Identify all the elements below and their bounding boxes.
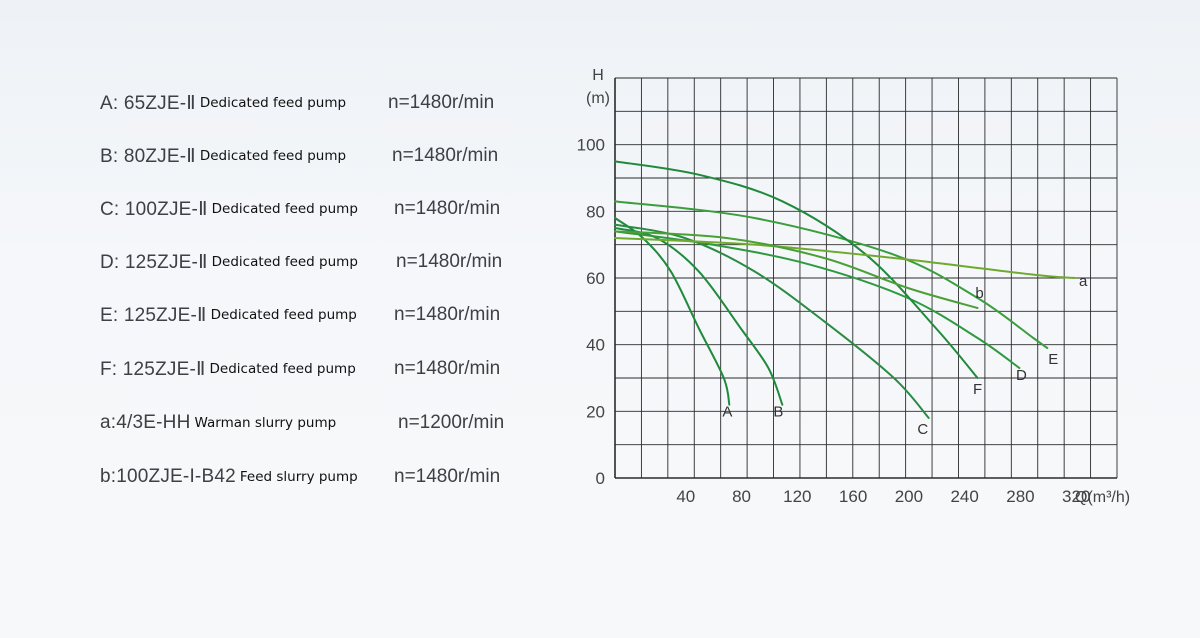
legend-item-F: F: 125ZJE-Ⅱ Dedicated feed pump n=1480r/… — [100, 354, 540, 384]
x-tick-label: 120 — [783, 487, 811, 506]
y-tick-label: 80 — [586, 202, 605, 221]
legend-item-B: B: 80ZJE-Ⅱ Dedicated feed pump n=1480r/m… — [100, 141, 540, 171]
y-axis-unit: (m) — [586, 90, 610, 107]
y-axis-title: H — [592, 67, 604, 84]
curve-label-a: a — [1079, 273, 1088, 290]
legend-item-E: E: 125ZJE-Ⅱ Dedicated feed pump n=1480r/… — [100, 300, 540, 330]
legend-model: D: 125ZJE-Ⅱ — [100, 251, 208, 273]
legend-desc: Feed slurry pump — [239, 469, 358, 485]
legend-model: E: 125ZJE-Ⅱ — [100, 304, 207, 326]
legend-model: F: 125ZJE-Ⅱ — [100, 358, 206, 380]
legend-item-D: D: 125ZJE-Ⅱ Dedicated feed pump n=1480r/… — [100, 247, 540, 277]
legend-model: B: 80ZJE-Ⅱ — [100, 145, 196, 167]
curve-C — [614, 223, 930, 419]
legend-item-b: b:100ZJE-I-B42 Feed slurry pump n=1480r/… — [100, 462, 540, 492]
legend-speed: n=1200r/min — [398, 412, 505, 433]
curve-label-B: B — [773, 404, 783, 421]
legend-item-C: C: 100ZJE-Ⅱ Dedicated feed pump n=1480r/… — [100, 194, 540, 224]
x-tick-label: 320 — [1062, 487, 1090, 506]
legend-model: C: 100ZJE-Ⅱ — [100, 198, 208, 220]
curve-label-E: E — [1048, 351, 1058, 368]
legend: A: 65ZJE-Ⅱ Dedicated feed pump n=1480r/m… — [0, 0, 560, 638]
x-axis-title: Q(m³/h) — [1075, 489, 1130, 506]
curve-a — [614, 237, 1077, 279]
legend-speed: n=1480r/min — [392, 145, 499, 166]
legend-model: A: 65ZJE-Ⅱ — [100, 92, 196, 114]
curve-label-A: A — [722, 404, 732, 421]
curve-A — [614, 217, 731, 406]
legend-speed: n=1480r/min — [394, 198, 501, 219]
legend-desc: Dedicated feed pump — [210, 307, 357, 323]
curve-label-C: C — [917, 421, 928, 438]
legend-desc: Dedicated feed pump — [209, 361, 356, 377]
legend-desc: Dedicated feed pump — [211, 254, 358, 270]
legend-speed: n=1480r/min — [388, 92, 495, 113]
chart-curves — [614, 160, 1077, 419]
y-tick-label: 60 — [586, 269, 605, 288]
chart-grid — [614, 77, 1118, 479]
legend-desc: Warman slurry pump — [194, 415, 337, 431]
x-tick-label: 40 — [676, 487, 695, 506]
legend-speed: n=1480r/min — [394, 466, 501, 487]
pump-performance-chart: 0 20 40 60 80 100 40 80 120 160 200 240 280 320 H (m) Q(… — [577, 67, 1130, 506]
curve-label-F: F — [973, 381, 982, 398]
x-tick-label: 160 — [839, 487, 867, 506]
curve-label-D: D — [1016, 367, 1027, 384]
legend-desc: Dedicated feed pump — [211, 201, 358, 217]
chart-axis-labels: 0 20 40 60 80 100 40 80 120 160 200 240 280 320 H (m) Q(… — [577, 67, 1130, 506]
y-tick-label: 40 — [586, 336, 605, 355]
curve-label-b: b — [975, 285, 983, 302]
x-tick-label: 280 — [1006, 487, 1034, 506]
legend-item-A: A: 65ZJE-Ⅱ Dedicated feed pump n=1480r/m… — [100, 88, 540, 118]
legend-item-a: a:4/3E-HH Warman slurry pump n=1200r/min — [100, 408, 540, 438]
legend-model: b:100ZJE-I-B42 — [100, 466, 236, 487]
legend-desc: Dedicated feed pump — [199, 148, 347, 164]
legend-speed: n=1480r/min — [394, 358, 501, 379]
legend-model: a:4/3E-HH — [100, 412, 191, 433]
y-tick-label: 20 — [586, 402, 605, 421]
curve-b — [614, 230, 979, 309]
legend-desc: Dedicated feed pump — [199, 95, 347, 111]
y-tick-label: 0 — [596, 469, 605, 488]
curve-F — [614, 160, 979, 379]
legend-speed: n=1480r/min — [394, 304, 501, 325]
legend-speed: n=1480r/min — [396, 251, 503, 272]
x-tick-label: 240 — [950, 487, 978, 506]
x-tick-label: 80 — [732, 487, 751, 506]
chart-curve-labels: A B C D E Fa b — [722, 273, 1088, 438]
y-tick-label: 100 — [577, 136, 605, 155]
x-tick-label: 200 — [895, 487, 923, 506]
